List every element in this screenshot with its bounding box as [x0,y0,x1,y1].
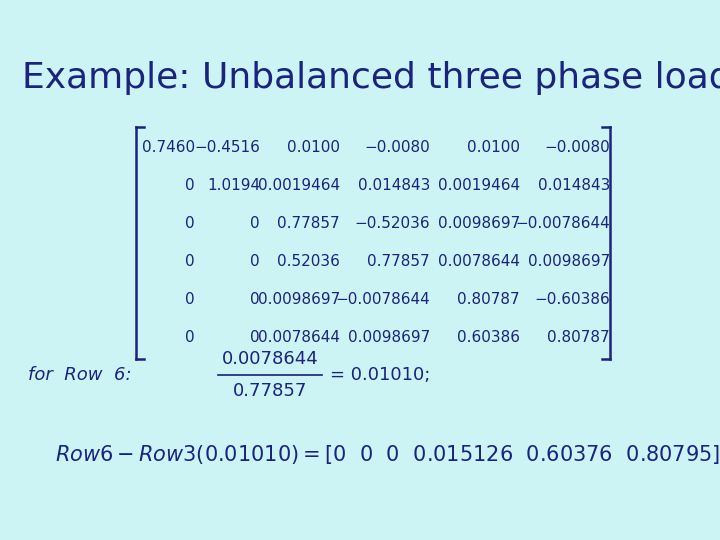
Text: 0: 0 [251,254,260,269]
Text: for  Row  6:: for Row 6: [28,366,132,384]
Text: 0.0098697: 0.0098697 [528,254,610,269]
Text: 0: 0 [185,330,195,346]
Text: 0.77857: 0.77857 [277,217,340,232]
Text: Example: Unbalanced three phase load: Example: Unbalanced three phase load [22,61,720,95]
Text: $\mathit{Row6} - \mathit{Row3}(0.01010) = [0\ \ 0\ \ 0\ \ 0.015126\ \ 0.60376\ \: $\mathit{Row6} - \mathit{Row3}(0.01010) … [55,443,720,467]
Text: 0.014843: 0.014843 [358,179,430,193]
Text: 0: 0 [185,293,195,307]
Text: 0: 0 [185,254,195,269]
Text: −0.0080: −0.0080 [544,140,610,156]
Text: 0.7460: 0.7460 [142,140,195,156]
Text: −0.52036: −0.52036 [354,217,430,232]
Text: 0.014843: 0.014843 [538,179,610,193]
Text: 0.0019464: 0.0019464 [258,179,340,193]
Text: 0.77857: 0.77857 [367,254,430,269]
Text: 0: 0 [185,179,195,193]
Text: 0.0098697: 0.0098697 [258,293,340,307]
Text: −0.4516: −0.4516 [194,140,260,156]
Text: −0.0078644: −0.0078644 [336,293,430,307]
Text: 0.60386: 0.60386 [457,330,520,346]
Text: 0.0100: 0.0100 [467,140,520,156]
Text: −0.60386: −0.60386 [534,293,610,307]
Text: 0.0098697: 0.0098697 [348,330,430,346]
Text: −0.0080: −0.0080 [364,140,430,156]
Text: 0.80787: 0.80787 [547,330,610,346]
Text: 1.0194: 1.0194 [207,179,260,193]
Text: 0.0078644: 0.0078644 [438,254,520,269]
Text: 0.0078644: 0.0078644 [258,330,340,346]
Text: 0.0098697: 0.0098697 [438,217,520,232]
Text: = 0.01010;: = 0.01010; [330,366,431,384]
Text: 0: 0 [251,293,260,307]
Text: 0.0019464: 0.0019464 [438,179,520,193]
Text: 0.52036: 0.52036 [277,254,340,269]
Text: −0.0078644: −0.0078644 [516,217,610,232]
Text: 0.80787: 0.80787 [457,293,520,307]
Text: 0: 0 [251,330,260,346]
Text: 0: 0 [185,217,195,232]
Text: 0.0078644: 0.0078644 [222,350,318,368]
Text: 0.77857: 0.77857 [233,382,307,400]
Text: 0: 0 [251,217,260,232]
Text: 0.0100: 0.0100 [287,140,340,156]
